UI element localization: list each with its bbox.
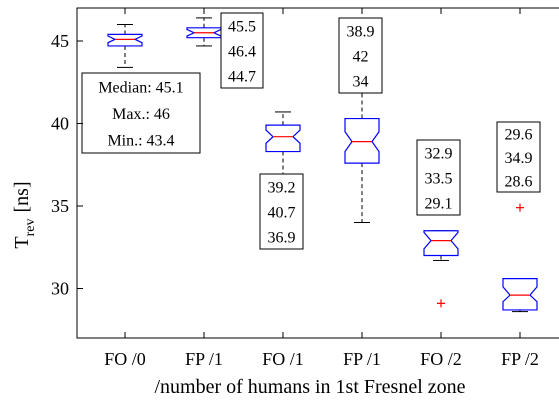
box-body xyxy=(423,230,459,257)
annotation-line: 29.6 xyxy=(505,127,533,144)
annotations-layer: Median: 45.1 Max.: 46 Min.: 43.4 45.5 46.4 44… xyxy=(81,12,541,250)
x-tick-label: FP /1 xyxy=(185,349,223,369)
annotation-line: Median: 45.1 xyxy=(98,79,183,96)
annotation-line: 28.6 xyxy=(505,173,533,190)
y-axis-title: Trev [ns] xyxy=(11,181,38,248)
annotation-line: 36.9 xyxy=(268,230,296,247)
ticks-layer: 30 35 40 45 FO /0 FP /1 FO /1 FP /1 FO /2 FP /2 xyxy=(51,8,539,369)
annotation-line: 34 xyxy=(353,74,369,91)
outlier-marker xyxy=(437,299,445,308)
annotation-line: 38.9 xyxy=(347,24,375,41)
annotation-line: 44.7 xyxy=(228,69,256,86)
annotation-border xyxy=(220,12,264,89)
annotation-border xyxy=(259,173,304,250)
box-body xyxy=(344,117,380,164)
y-tick-label: 40 xyxy=(51,114,69,134)
y-tick-label: 30 xyxy=(51,279,69,299)
annotation-line: 32.9 xyxy=(425,146,453,163)
x-tick-label: FP /1 xyxy=(343,349,381,369)
y-tick-label: 45 xyxy=(51,31,69,51)
annotation-line: 39.2 xyxy=(268,180,296,197)
box-2 xyxy=(265,111,301,176)
y-axis-title-unit: [ns] xyxy=(11,181,33,212)
annotation-line: 40.7 xyxy=(268,205,296,222)
annotation-box-0: Median: 45.1 Max.: 46 Min.: 43.4 xyxy=(81,72,201,154)
annotation-border xyxy=(416,139,461,216)
y-tick-label: 35 xyxy=(51,196,69,216)
x-tick-label: FO /2 xyxy=(420,349,462,369)
box-5 xyxy=(502,203,538,313)
box-body xyxy=(265,124,301,153)
annotation-box-4: 32.9 33.5 29.1 xyxy=(416,139,461,216)
box-body xyxy=(107,33,143,47)
annotation-line: 45.5 xyxy=(228,19,256,36)
annotation-box-5: 29.6 34.9 28.6 xyxy=(496,121,541,193)
annotation-line: 42 xyxy=(353,49,369,66)
svg-text:Trev[ns]: Trev [ns] xyxy=(11,181,38,248)
box-3 xyxy=(344,90,380,223)
plot-area xyxy=(76,7,559,339)
annotation-line: 46.4 xyxy=(228,44,256,61)
annotation-box-1: 45.5 46.4 44.7 xyxy=(220,12,264,89)
annotation-line: 33.5 xyxy=(425,171,453,188)
x-axis-title: /number of humans in 1st Fresnel zone xyxy=(154,376,465,398)
y-axis-title-sub: rev xyxy=(23,219,38,237)
x-tick-label: FO /0 xyxy=(104,349,146,369)
x-tick-label: FP /2 xyxy=(501,349,539,369)
annotation-border xyxy=(496,121,541,193)
annotation-line: 34.9 xyxy=(505,150,533,167)
box-0 xyxy=(107,24,143,68)
box-4 xyxy=(423,230,459,308)
box-body xyxy=(502,278,538,311)
annotation-border xyxy=(81,72,201,154)
box-1 xyxy=(186,17,222,47)
annotation-box-2: 39.2 40.7 36.9 xyxy=(259,173,304,250)
outlier-marker xyxy=(516,203,524,212)
annotation-line: Min.: 43.4 xyxy=(107,133,174,150)
x-tick-label: FO /1 xyxy=(262,349,304,369)
annotation-line: Max.: 46 xyxy=(112,106,170,123)
annotation-box-3: 38.9 42 34 xyxy=(338,17,383,94)
boxes-layer xyxy=(107,17,538,313)
y-axis-title-main: T xyxy=(11,236,33,248)
annotation-border xyxy=(338,17,383,94)
plot-frame xyxy=(76,7,559,339)
annotation-line: 29.1 xyxy=(425,196,453,213)
